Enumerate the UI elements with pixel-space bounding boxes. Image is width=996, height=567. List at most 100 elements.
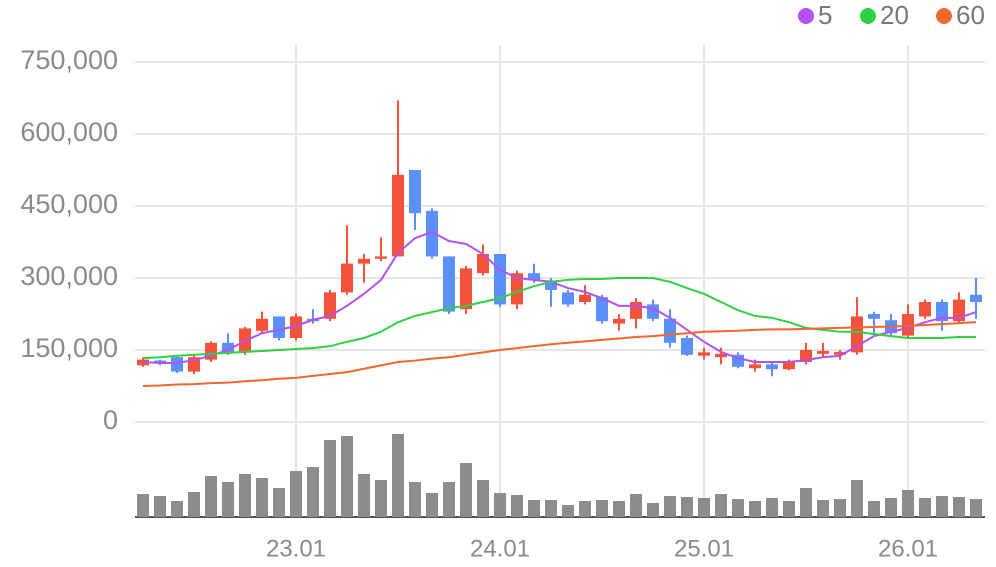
y-tick-label: 750,000 xyxy=(20,45,118,75)
candle-body xyxy=(443,256,455,312)
legend-label: 5 xyxy=(818,0,832,30)
candle-body xyxy=(834,351,846,355)
candle-body xyxy=(477,254,489,274)
volume-bar xyxy=(664,496,676,517)
volume-bar xyxy=(970,499,982,517)
volume-bar xyxy=(409,482,421,517)
volume-bar xyxy=(273,488,285,517)
ma-line xyxy=(142,321,977,387)
volume-bar xyxy=(749,501,761,517)
candle-body xyxy=(630,302,642,319)
volume-bar xyxy=(324,440,336,517)
volume-bar xyxy=(868,501,880,517)
y-tick-label: 450,000 xyxy=(20,189,118,219)
legend-marker xyxy=(936,8,952,24)
candle-body xyxy=(749,364,761,369)
candle-body xyxy=(613,318,625,324)
volume-bar xyxy=(222,482,234,517)
candle-body xyxy=(222,342,234,353)
volume-bar xyxy=(137,494,149,517)
x-tick-label: 24.01 xyxy=(470,535,530,562)
candle-body xyxy=(970,294,982,302)
volume-bar xyxy=(834,499,846,517)
legend-label: 20 xyxy=(880,0,909,30)
ma-line xyxy=(142,277,976,360)
candle-body xyxy=(392,174,404,257)
y-tick-label: 150,000 xyxy=(20,333,118,363)
volume-bar xyxy=(613,501,625,517)
candle-body xyxy=(171,357,183,372)
candle-body xyxy=(698,352,710,356)
candle-body xyxy=(528,273,540,281)
candle-body xyxy=(579,294,591,302)
volume-bar xyxy=(358,474,370,517)
volume-bar xyxy=(647,503,659,517)
x-tick-label: 23.01 xyxy=(266,535,326,562)
x-tick-label: 26.01 xyxy=(878,535,938,562)
candle-body xyxy=(562,292,574,305)
volume-bar xyxy=(545,500,557,517)
volume-bar xyxy=(460,463,472,517)
volume-bar xyxy=(511,495,523,517)
candle-body xyxy=(766,364,778,370)
volume-bar xyxy=(681,497,693,517)
volume-bar xyxy=(290,471,302,517)
candle-body xyxy=(426,210,438,257)
candle-body xyxy=(868,314,880,319)
volume-bar xyxy=(902,490,914,517)
candle-body xyxy=(545,280,557,290)
volume-bar xyxy=(256,478,268,517)
candle-body xyxy=(511,273,523,305)
candle-body xyxy=(324,292,336,319)
volume-bar xyxy=(171,501,183,517)
volume-bar xyxy=(630,494,642,517)
volume-bar xyxy=(732,499,744,517)
volume-bar xyxy=(885,498,897,517)
volume-bar xyxy=(307,467,319,517)
volume-bar xyxy=(375,480,387,517)
candle-body xyxy=(902,314,914,336)
candle-body xyxy=(375,256,387,259)
volume-bar xyxy=(443,482,455,517)
candle-body xyxy=(919,302,931,317)
volume-bar xyxy=(953,497,965,517)
volume-bar xyxy=(800,488,812,517)
legend-label: 60 xyxy=(956,0,985,30)
volume-bar xyxy=(596,500,608,517)
volume-bar xyxy=(205,476,217,517)
candle-body xyxy=(681,338,693,355)
volume-bar xyxy=(817,500,829,517)
volume-bar xyxy=(392,434,404,517)
candle-body xyxy=(664,318,676,343)
y-tick-label: 600,000 xyxy=(20,117,118,147)
candle-body xyxy=(358,258,370,264)
candle-body xyxy=(596,297,608,322)
candle-body xyxy=(273,316,285,338)
candle-body xyxy=(341,263,353,293)
ma-line xyxy=(142,230,977,364)
legend-marker xyxy=(798,8,814,24)
volume-bar xyxy=(239,474,251,517)
volume-bar xyxy=(783,501,795,517)
candle-body xyxy=(290,316,302,338)
volume-bar xyxy=(766,498,778,517)
volume-bar xyxy=(494,493,506,517)
candle-body xyxy=(936,302,948,322)
candle-body xyxy=(409,170,421,214)
volume-bar xyxy=(936,496,948,517)
x-tick-label: 25.01 xyxy=(674,535,734,562)
volume-bar xyxy=(851,480,863,517)
volume-bar xyxy=(562,505,574,517)
volume-bar xyxy=(698,498,710,517)
volume-bar xyxy=(188,492,200,517)
candle-body xyxy=(817,350,829,354)
legend-marker xyxy=(860,8,876,24)
candle-body xyxy=(256,318,268,331)
volume-bar xyxy=(477,480,489,517)
volume-bar xyxy=(528,500,540,517)
volume-bar xyxy=(715,494,727,517)
volume-bar xyxy=(919,498,931,517)
volume-bar xyxy=(154,496,166,517)
